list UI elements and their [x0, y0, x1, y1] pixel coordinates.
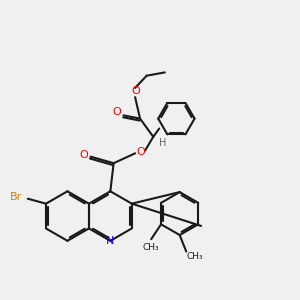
- Text: N: N: [106, 236, 115, 246]
- Text: CH₃: CH₃: [186, 252, 203, 261]
- Text: H: H: [159, 138, 166, 148]
- Text: O: O: [137, 147, 146, 157]
- Text: O: O: [131, 86, 140, 96]
- Text: Br: Br: [10, 192, 22, 202]
- Text: O: O: [112, 107, 121, 117]
- Text: CH₃: CH₃: [143, 243, 160, 252]
- Text: O: O: [80, 150, 88, 160]
